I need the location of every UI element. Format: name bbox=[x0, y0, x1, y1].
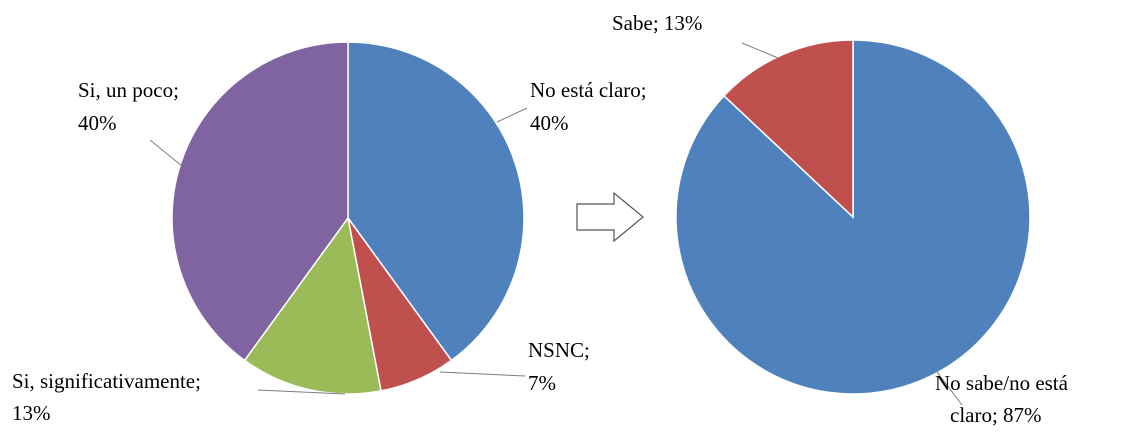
data-label: Si, un poco; bbox=[78, 78, 179, 102]
leader-line bbox=[149, 139, 183, 167]
data-label: NSNC; bbox=[528, 338, 590, 362]
pie-slice bbox=[722, 39, 854, 219]
leader-line bbox=[741, 42, 779, 59]
leader-line bbox=[496, 107, 528, 123]
pie-slice bbox=[675, 39, 1031, 395]
leader-line bbox=[439, 371, 526, 377]
data-label: No sabe/no está bbox=[935, 371, 1069, 395]
data-label: Sabe; 13% bbox=[612, 11, 702, 35]
data-label: No está claro; bbox=[530, 78, 647, 102]
pie-slice bbox=[171, 41, 349, 362]
data-label: Si, significativamente; bbox=[12, 369, 201, 393]
data-label: claro; 87% bbox=[950, 403, 1042, 427]
leader-line bbox=[936, 371, 963, 406]
data-label: 40% bbox=[78, 111, 117, 135]
leader-line bbox=[257, 389, 346, 395]
arrow bbox=[576, 191, 644, 243]
data-label: 7% bbox=[528, 371, 556, 395]
pie-slice bbox=[347, 41, 525, 362]
data-label: 40% bbox=[530, 111, 569, 135]
pie-slice bbox=[243, 216, 382, 395]
data-label: 13% bbox=[12, 401, 51, 425]
